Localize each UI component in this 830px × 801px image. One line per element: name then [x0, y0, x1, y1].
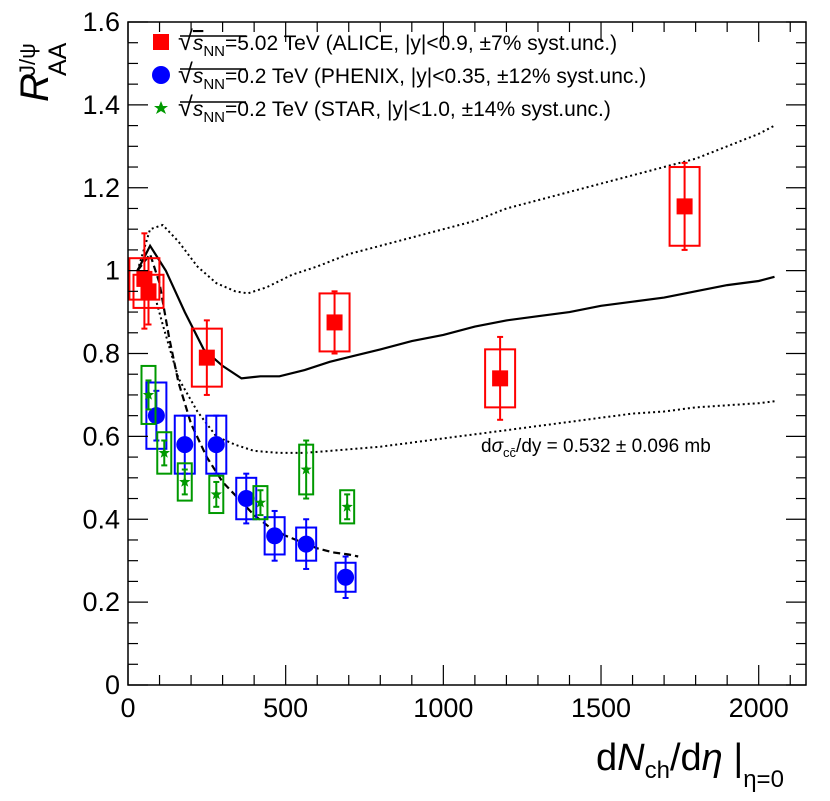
alice-point: [676, 198, 693, 215]
y-tick-label: 0.8: [82, 339, 120, 369]
x-axis-title: dNch/dη |η=0: [596, 737, 784, 793]
y-axis-title-r: R: [13, 73, 57, 102]
x-tick-label: 1500: [571, 693, 631, 723]
y-tick-label: 0.4: [82, 504, 120, 534]
x-tick-label: 2000: [729, 693, 789, 723]
legend-marker-star: [154, 101, 168, 114]
star-syst-box: [208, 474, 225, 515]
star-point: [254, 496, 267, 508]
curve-model-central: [136, 243, 775, 380]
phenix-point: [337, 568, 355, 586]
x-tick-label: 1000: [413, 693, 473, 723]
legend-s-phenix: s: [193, 65, 204, 88]
curve-model-lower: [136, 269, 775, 454]
x-tick-label: 500: [263, 693, 308, 723]
legend-sqrt-phenix: √: [178, 59, 193, 89]
legend-nn-phenix: NN: [203, 76, 225, 93]
legend-nn-alice: NN: [203, 43, 225, 60]
x-title-sub: η=0: [743, 766, 784, 793]
tick-labels: 0 500 1000 1500 2000 0 0.2 0.4 0.6 0.8 1 1.2 1.4 1.6: [82, 7, 788, 723]
legend-label-alice: =5.02 TeV (ALICE, |y|<0.9, ±7% syst.unc.…: [225, 32, 617, 55]
legend-text-phenix: √sNN=0.2 TeV (PHENIX, |y|<0.35, ±12% sys…: [178, 59, 646, 93]
phenix-point: [266, 527, 284, 545]
y-tick-label: 1.2: [82, 173, 120, 203]
y-tick-label: 1.6: [82, 7, 120, 37]
legend-label-phenix: =0.2 TeV (PHENIX, |y|<0.35, ±12% syst.un…: [225, 65, 646, 88]
x-title-bar: |: [723, 737, 743, 779]
star-syst-box: [156, 431, 173, 475]
phenix-point: [176, 436, 194, 454]
phenix-point: [207, 436, 225, 454]
y-tick-label: 0.6: [82, 421, 120, 451]
alice-point: [492, 370, 509, 387]
star-point: [142, 388, 155, 400]
curve-model-upper: [136, 124, 775, 295]
anno-sigma: σ: [492, 436, 505, 457]
y-axis-title-sup: J/ψ: [15, 43, 40, 76]
legend: √sNN=5.02 TeV (ALICE, |y|<0.9, ±7% syst.…: [152, 26, 646, 126]
anno-d: d: [481, 436, 492, 457]
x-title-eta: η: [702, 737, 723, 779]
x-tick-label: 0: [120, 693, 135, 723]
star-point: [210, 488, 222, 500]
cross-section-annotation: dσcc̄/dy = 0.532 ± 0.096 mb: [481, 436, 711, 460]
x-title-d: d: [596, 737, 617, 779]
legend-entry-phenix: √sNN=0.2 TeV (PHENIX, |y|<0.35, ±12% sys…: [152, 59, 646, 93]
axes: [127, 21, 807, 686]
legend-marker-alice: [153, 34, 169, 50]
legend-s-alice: s: [193, 32, 204, 55]
star-point: [179, 476, 191, 487]
x-title-n: N: [617, 737, 645, 779]
plot-frame: [127, 21, 807, 686]
y-axis-title-aa: AA: [44, 42, 72, 76]
data-points: [128, 161, 701, 599]
star-syst-box: [252, 485, 269, 521]
alice-point: [140, 283, 157, 300]
x-title-ch: ch: [645, 757, 670, 784]
star-point: [300, 463, 312, 475]
y-tick-label: 0.2: [82, 587, 120, 617]
star-point: [341, 500, 353, 512]
anno-sub: cc̄: [503, 445, 517, 460]
x-title-slash: /d: [670, 737, 702, 779]
phenix-point: [237, 490, 255, 508]
legend-label-star: =0.2 TeV (STAR, |y|<1.0, ±14% syst.unc.): [225, 98, 611, 121]
curve-model-rhic: [136, 251, 359, 558]
legend-text-star: √sNN=0.2 TeV (STAR, |y|<1.0, ±14% syst.u…: [178, 92, 611, 126]
legend-sqrt-star: √: [178, 92, 193, 122]
legend-nn-star: NN: [203, 109, 225, 126]
y-tick-label: 1: [105, 256, 120, 286]
legend-entry-alice: √sNN=5.02 TeV (ALICE, |y|<0.9, ±7% syst.…: [153, 26, 617, 60]
legend-s-star: s: [193, 98, 204, 121]
legend-text-alice: √sNN=5.02 TeV (ALICE, |y|<0.9, ±7% syst.…: [178, 26, 617, 60]
anno-value: = 0.532 ± 0.096 mb: [541, 436, 710, 457]
y-axis-title: R AA J/ψ: [13, 42, 72, 102]
star-point: [158, 446, 170, 458]
model-curves: [136, 124, 775, 558]
y-tick-label: 0: [105, 670, 120, 700]
star-syst-box: [339, 489, 356, 525]
phenix-point: [297, 535, 315, 553]
star-syst-box: [140, 364, 157, 425]
star-syst-box: [176, 462, 193, 502]
legend-sqrt-alice: √: [178, 26, 193, 56]
legend-entry-star: √sNN=0.2 TeV (STAR, |y|<1.0, ±14% syst.u…: [154, 92, 611, 126]
anno-dy: /dy: [516, 436, 542, 457]
alice-point: [326, 314, 343, 331]
y-tick-label: 1.4: [82, 90, 120, 120]
legend-marker-phenix: [152, 66, 170, 84]
alice-point: [198, 349, 215, 366]
